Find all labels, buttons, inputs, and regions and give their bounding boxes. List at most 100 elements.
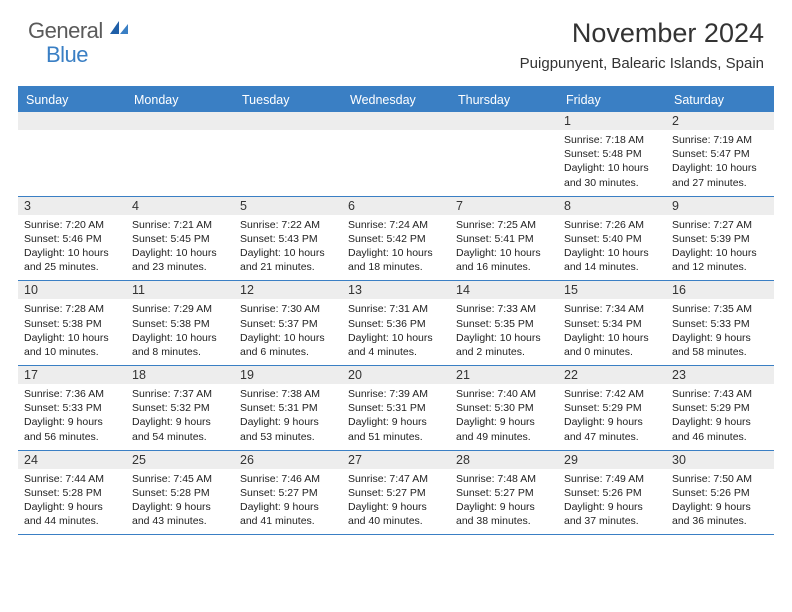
- day-content: Sunrise: 7:21 AMSunset: 5:45 PMDaylight:…: [126, 215, 234, 281]
- day-number: [234, 112, 342, 130]
- day-daylight2: and 4 minutes.: [348, 345, 444, 359]
- day-number: [450, 112, 558, 130]
- day-sunrise: Sunrise: 7:29 AM: [132, 302, 228, 316]
- day-content: Sunrise: 7:45 AMSunset: 5:28 PMDaylight:…: [126, 469, 234, 535]
- day-sunrise: Sunrise: 7:25 AM: [456, 218, 552, 232]
- day-sunrise: Sunrise: 7:47 AM: [348, 472, 444, 486]
- day-cell: 27Sunrise: 7:47 AMSunset: 5:27 PMDayligh…: [342, 451, 450, 535]
- header: General Blue November 2024 Puigpunyent, …: [0, 0, 792, 80]
- day-sunset: Sunset: 5:48 PM: [564, 147, 660, 161]
- day-number: 29: [558, 451, 666, 469]
- day-daylight2: and 23 minutes.: [132, 260, 228, 274]
- day-cell: 2Sunrise: 7:19 AMSunset: 5:47 PMDaylight…: [666, 112, 774, 196]
- day-daylight2: and 54 minutes.: [132, 430, 228, 444]
- day-daylight2: and 10 minutes.: [24, 345, 120, 359]
- day-daylight1: Daylight: 9 hours: [672, 331, 768, 345]
- calendar: Sunday Monday Tuesday Wednesday Thursday…: [18, 86, 774, 535]
- logo-word-1: General: [28, 18, 103, 44]
- day-sunset: Sunset: 5:40 PM: [564, 232, 660, 246]
- day-cell: [342, 112, 450, 196]
- day-daylight1: Daylight: 10 hours: [564, 331, 660, 345]
- day-sunrise: Sunrise: 7:28 AM: [24, 302, 120, 316]
- day-cell: 9Sunrise: 7:27 AMSunset: 5:39 PMDaylight…: [666, 197, 774, 281]
- logo: General Blue: [28, 18, 130, 44]
- day-content: Sunrise: 7:31 AMSunset: 5:36 PMDaylight:…: [342, 299, 450, 365]
- day-sunset: Sunset: 5:32 PM: [132, 401, 228, 415]
- day-daylight1: Daylight: 10 hours: [240, 246, 336, 260]
- day-cell: 28Sunrise: 7:48 AMSunset: 5:27 PMDayligh…: [450, 451, 558, 535]
- day-number: 5: [234, 197, 342, 215]
- day-sunrise: Sunrise: 7:30 AM: [240, 302, 336, 316]
- day-daylight2: and 43 minutes.: [132, 514, 228, 528]
- day-daylight1: Daylight: 10 hours: [672, 161, 768, 175]
- day-cell: 5Sunrise: 7:22 AMSunset: 5:43 PMDaylight…: [234, 197, 342, 281]
- day-sunrise: Sunrise: 7:44 AM: [24, 472, 120, 486]
- day-number: 20: [342, 366, 450, 384]
- day-content: Sunrise: 7:34 AMSunset: 5:34 PMDaylight:…: [558, 299, 666, 365]
- day-sunset: Sunset: 5:37 PM: [240, 317, 336, 331]
- day-content: Sunrise: 7:39 AMSunset: 5:31 PMDaylight:…: [342, 384, 450, 450]
- day-sunrise: Sunrise: 7:40 AM: [456, 387, 552, 401]
- day-content: Sunrise: 7:44 AMSunset: 5:28 PMDaylight:…: [18, 469, 126, 535]
- day-number: 11: [126, 281, 234, 299]
- day-cell: 20Sunrise: 7:39 AMSunset: 5:31 PMDayligh…: [342, 366, 450, 450]
- day-daylight2: and 27 minutes.: [672, 176, 768, 190]
- day-number: 4: [126, 197, 234, 215]
- day-sunrise: Sunrise: 7:24 AM: [348, 218, 444, 232]
- day-daylight2: and 51 minutes.: [348, 430, 444, 444]
- day-number: 10: [18, 281, 126, 299]
- day-daylight1: Daylight: 10 hours: [456, 331, 552, 345]
- day-content: Sunrise: 7:49 AMSunset: 5:26 PMDaylight:…: [558, 469, 666, 535]
- day-content: Sunrise: 7:24 AMSunset: 5:42 PMDaylight:…: [342, 215, 450, 281]
- day-cell: 26Sunrise: 7:46 AMSunset: 5:27 PMDayligh…: [234, 451, 342, 535]
- day-number: [126, 112, 234, 130]
- day-cell: 4Sunrise: 7:21 AMSunset: 5:45 PMDaylight…: [126, 197, 234, 281]
- weeks-container: 1Sunrise: 7:18 AMSunset: 5:48 PMDaylight…: [18, 112, 774, 535]
- day-cell: 7Sunrise: 7:25 AMSunset: 5:41 PMDaylight…: [450, 197, 558, 281]
- day-content: Sunrise: 7:22 AMSunset: 5:43 PMDaylight:…: [234, 215, 342, 281]
- week-row: 17Sunrise: 7:36 AMSunset: 5:33 PMDayligh…: [18, 366, 774, 451]
- day-sunset: Sunset: 5:47 PM: [672, 147, 768, 161]
- day-daylight1: Daylight: 9 hours: [132, 500, 228, 514]
- day-daylight1: Daylight: 9 hours: [24, 415, 120, 429]
- day-sunset: Sunset: 5:36 PM: [348, 317, 444, 331]
- day-sunset: Sunset: 5:39 PM: [672, 232, 768, 246]
- day-daylight2: and 47 minutes.: [564, 430, 660, 444]
- day-number: 1: [558, 112, 666, 130]
- day-cell: 15Sunrise: 7:34 AMSunset: 5:34 PMDayligh…: [558, 281, 666, 365]
- day-sunrise: Sunrise: 7:38 AM: [240, 387, 336, 401]
- day-number: 9: [666, 197, 774, 215]
- day-sunset: Sunset: 5:31 PM: [240, 401, 336, 415]
- day-number: 14: [450, 281, 558, 299]
- day-sunrise: Sunrise: 7:19 AM: [672, 133, 768, 147]
- day-sunset: Sunset: 5:27 PM: [240, 486, 336, 500]
- day-sunrise: Sunrise: 7:35 AM: [672, 302, 768, 316]
- day-cell: 14Sunrise: 7:33 AMSunset: 5:35 PMDayligh…: [450, 281, 558, 365]
- day-sunrise: Sunrise: 7:50 AM: [672, 472, 768, 486]
- day-number: 12: [234, 281, 342, 299]
- day-sunset: Sunset: 5:31 PM: [348, 401, 444, 415]
- day-content: Sunrise: 7:50 AMSunset: 5:26 PMDaylight:…: [666, 469, 774, 535]
- day-sunrise: Sunrise: 7:36 AM: [24, 387, 120, 401]
- day-content: Sunrise: 7:37 AMSunset: 5:32 PMDaylight:…: [126, 384, 234, 450]
- day-content: Sunrise: 7:35 AMSunset: 5:33 PMDaylight:…: [666, 299, 774, 365]
- day-sunset: Sunset: 5:27 PM: [348, 486, 444, 500]
- logo-sail-icon: [108, 19, 130, 42]
- day-sunrise: Sunrise: 7:37 AM: [132, 387, 228, 401]
- weekday-header: Friday: [558, 88, 666, 112]
- day-content: Sunrise: 7:48 AMSunset: 5:27 PMDaylight:…: [450, 469, 558, 535]
- day-sunrise: Sunrise: 7:45 AM: [132, 472, 228, 486]
- day-cell: [18, 112, 126, 196]
- day-sunset: Sunset: 5:29 PM: [672, 401, 768, 415]
- location: Puigpunyent, Balearic Islands, Spain: [520, 55, 764, 72]
- day-sunset: Sunset: 5:38 PM: [24, 317, 120, 331]
- weekday-header: Monday: [126, 88, 234, 112]
- weekday-header: Tuesday: [234, 88, 342, 112]
- day-cell: 8Sunrise: 7:26 AMSunset: 5:40 PMDaylight…: [558, 197, 666, 281]
- day-daylight2: and 46 minutes.: [672, 430, 768, 444]
- day-cell: 29Sunrise: 7:49 AMSunset: 5:26 PMDayligh…: [558, 451, 666, 535]
- day-daylight1: Daylight: 9 hours: [456, 500, 552, 514]
- day-daylight2: and 30 minutes.: [564, 176, 660, 190]
- day-number: 22: [558, 366, 666, 384]
- day-content: Sunrise: 7:29 AMSunset: 5:38 PMDaylight:…: [126, 299, 234, 365]
